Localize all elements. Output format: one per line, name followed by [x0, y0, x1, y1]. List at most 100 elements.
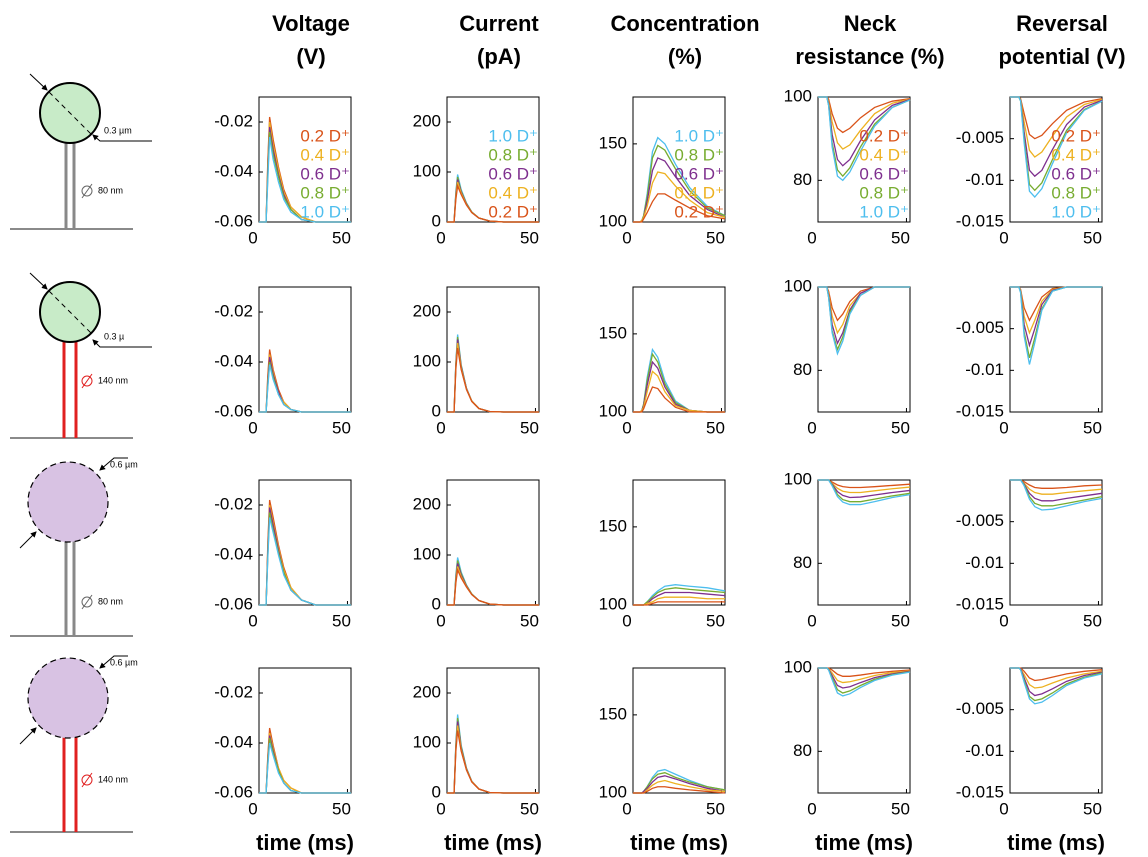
panel: 80 100 0 50: [784, 469, 911, 630]
plot-frame: [446, 286, 540, 413]
series-line: [447, 347, 539, 413]
plot-frame: [632, 286, 726, 413]
y-tick-label: 100: [784, 469, 812, 488]
y-tick-label: 100: [413, 161, 441, 180]
series-line: [1010, 667, 1103, 705]
x-tick-label: 0: [436, 418, 445, 437]
column-title: Neck: [844, 11, 897, 36]
x-tick-label: 50: [1083, 418, 1102, 437]
series-line: [447, 334, 539, 413]
spine-diagram: 0.3 µm 80 nm: [10, 73, 152, 230]
plot-frame: [258, 667, 352, 794]
panel: 100 150 0 50: [599, 479, 726, 630]
series-line: [447, 714, 539, 794]
x-tick-label: 0: [999, 228, 1008, 247]
y-tick-label: -0.015: [956, 401, 1004, 420]
series-line: [1010, 479, 1103, 511]
neck-label: 80 nm: [98, 185, 123, 195]
series-line: [447, 183, 539, 223]
head-label: 0.6 µm: [110, 657, 138, 667]
plot-frame: [446, 667, 540, 794]
neck-label: 80 nm: [98, 596, 123, 606]
column-title: (pA): [477, 44, 521, 69]
x-tick-label: 50: [520, 228, 539, 247]
legend-entry: 0.4 D⁺: [1051, 145, 1101, 164]
x-tick-label: 50: [332, 611, 351, 630]
y-tick-label: 100: [784, 86, 812, 105]
legend-entry: 0.6 D⁺: [300, 164, 350, 183]
y-tick-label: 150: [599, 133, 627, 152]
y-tick-label: 100: [784, 276, 812, 295]
legend-entry: 1.0 D⁺: [674, 126, 724, 145]
y-tick-label: -0.015: [956, 782, 1004, 801]
plot-frame: [817, 286, 911, 413]
x-tick-label: 50: [1083, 611, 1102, 630]
x-tick-label: 0: [622, 799, 631, 818]
series-line: [259, 512, 351, 606]
y-tick-label: -0.04: [214, 161, 253, 180]
legend-entry: 0.2 D⁺: [488, 202, 538, 221]
panel: 80 100 0 50: [784, 276, 911, 437]
plot-frame: [446, 96, 540, 223]
y-tick-label: -0.005: [956, 511, 1004, 530]
series-line: [259, 499, 351, 606]
column-title: Current: [459, 11, 539, 36]
legend-entry: 0.8 D⁺: [1051, 183, 1101, 202]
y-tick-label: -0.04: [214, 351, 253, 370]
legend-entry: 0.8 D⁺: [300, 183, 350, 202]
x-tick-label: 0: [436, 228, 445, 247]
series-line: [447, 339, 539, 413]
y-tick-label: -0.005: [956, 699, 1004, 718]
legend-entry: 0.4 D⁺: [300, 145, 350, 164]
series-line: [259, 507, 351, 606]
x-tick-label: 0: [807, 799, 816, 818]
column-title: Concentration: [610, 11, 759, 36]
y-tick-label: 100: [599, 594, 627, 613]
series-line: [633, 171, 726, 223]
series-line: [259, 742, 351, 794]
y-tick-label: -0.06: [214, 211, 253, 230]
x-tick-label: 50: [706, 418, 725, 437]
series-line: [818, 667, 911, 697]
y-tick-label: 100: [784, 657, 812, 676]
head-label: 0.3 µ: [104, 331, 124, 341]
x-tick-label: 0: [436, 799, 445, 818]
panel: 100 150 0 50: [599, 286, 726, 437]
y-tick-label: -0.01: [965, 170, 1004, 189]
series-line: [1010, 96, 1103, 198]
series-line: [259, 354, 351, 413]
y-tick-label: -0.02: [214, 682, 253, 701]
x-tick-label: 50: [891, 799, 910, 818]
y-tick-label: 100: [599, 782, 627, 801]
series-line: [447, 560, 539, 606]
legend-entry: 0.2 D⁺: [300, 126, 350, 145]
legend-entry: 1.0 D⁺: [859, 202, 909, 221]
x-tick-label: 50: [520, 799, 539, 818]
y-tick-label: 200: [413, 111, 441, 130]
x-tick-label: 50: [891, 611, 910, 630]
legend-entry: 0.6 D⁺: [1051, 164, 1101, 183]
y-tick-label: -0.005: [956, 318, 1004, 337]
panel: 0 100 200 0 50: [413, 479, 540, 630]
y-tick-label: 150: [599, 516, 627, 535]
x-axis-label: time (ms): [256, 830, 354, 855]
y-tick-label: 200: [413, 301, 441, 320]
y-tick-label: 100: [599, 401, 627, 420]
legend-entry: 0.8 D⁺: [488, 145, 538, 164]
panel: -0.06 -0.04 -0.02 0 50: [214, 286, 352, 437]
panel: -0.06 -0.04 -0.02 0 50: [214, 479, 352, 630]
x-axis-label: time (ms): [630, 830, 728, 855]
y-tick-label: 80: [793, 170, 812, 189]
x-tick-label: 0: [999, 799, 1008, 818]
column-title: Reversal: [1016, 11, 1108, 36]
neck-label: 140 nm: [98, 774, 128, 784]
series-line: [259, 727, 351, 794]
plot-frame: [1009, 286, 1103, 413]
spine-diagram: 0.3 µ 140 nm: [10, 272, 152, 439]
plot-frame: [817, 479, 911, 606]
legend-entry: 1.0 D⁺: [488, 126, 538, 145]
panel: -0.06 -0.04 -0.02 0 50 time (ms): [214, 667, 354, 855]
x-tick-label: 0: [622, 611, 631, 630]
x-tick-label: 0: [248, 418, 257, 437]
x-axis-label: time (ms): [444, 830, 542, 855]
